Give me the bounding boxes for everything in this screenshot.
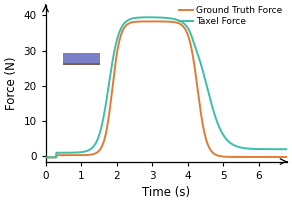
Taxel Force: [150, 16, 154, 19]
Legend: Ground Truth Force, Taxel Force: Ground Truth Force, Taxel Force: [179, 6, 283, 26]
Ground Truth Force: [72, 154, 76, 156]
Y-axis label: Force (N): Force (N): [5, 57, 18, 110]
Bar: [62, 53, 100, 63]
Line: Ground Truth Force: Ground Truth Force: [46, 21, 292, 157]
Taxel Force: [288, 148, 291, 151]
Line: Taxel Force: Taxel Force: [46, 17, 292, 157]
Ground Truth Force: [288, 156, 291, 158]
Bar: [62, 63, 100, 65]
Ground Truth Force: [151, 20, 154, 23]
Ground Truth Force: [44, 156, 47, 159]
X-axis label: Time (s): Time (s): [142, 186, 190, 199]
Taxel Force: [261, 148, 264, 150]
Taxel Force: [139, 16, 143, 19]
Taxel Force: [44, 156, 47, 159]
Taxel Force: [147, 16, 151, 19]
Ground Truth Force: [261, 156, 264, 158]
Ground Truth Force: [87, 154, 91, 156]
Ground Truth Force: [150, 20, 154, 23]
Taxel Force: [87, 149, 91, 151]
Taxel Force: [72, 151, 76, 154]
Ground Truth Force: [139, 20, 143, 23]
